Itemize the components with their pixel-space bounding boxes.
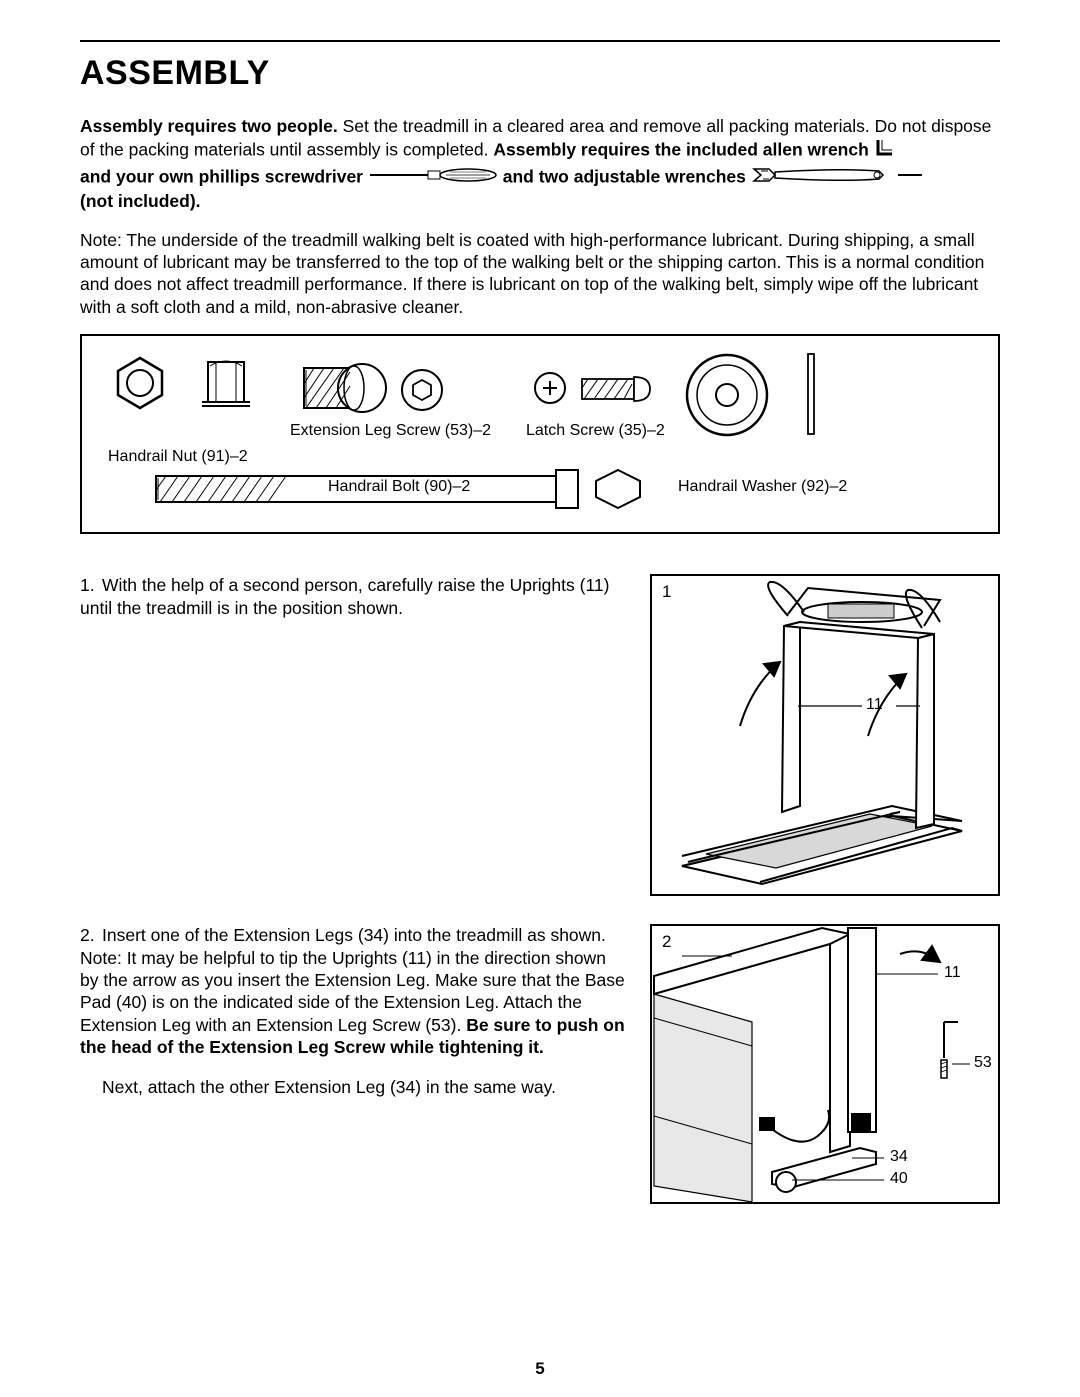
latch-screw-side-icon <box>576 374 654 404</box>
adjustable-wrench-icon-2 <box>896 166 924 189</box>
intro-bold-2: Assembly requires the included allen wre… <box>493 140 868 160</box>
intro-bold-lead: Assembly requires two people. <box>80 116 338 136</box>
step-1-number: 1. <box>80 574 102 596</box>
step-1-callout-11: 11 <box>866 696 883 714</box>
step-1-text: 1.With the help of a second person, care… <box>80 574 628 896</box>
handrail-nut-icon <box>92 344 262 444</box>
adjustable-wrench-icon <box>751 165 891 190</box>
handrail-washer-side-icon <box>802 352 822 438</box>
latch-screw-head-icon <box>532 370 568 406</box>
step-2-fig-number: 2 <box>662 932 671 952</box>
step-2-number: 2. <box>80 924 102 946</box>
step-1-row: 1.With the help of a second person, care… <box>80 574 1000 896</box>
page-number: 5 <box>0 1359 1080 1379</box>
handrail-washer-label: Handrail Washer (92)–2 <box>678 478 847 496</box>
intro-bold-3: and your own phillips screwdriver <box>80 166 363 186</box>
intro-bold-4a: and two adjustable wrenches <box>503 166 746 186</box>
extension-leg-screw-head-icon <box>398 366 446 414</box>
intro-paragraph-1: Assembly requires two people. Set the tr… <box>80 115 1000 213</box>
step-1-body: With the help of a second person, carefu… <box>80 575 609 617</box>
handrail-bolt-label: Handrail Bolt (90)–2 <box>328 478 470 496</box>
step-2-row: 2.Insert one of the Extension Legs (34) … <box>80 924 1000 1204</box>
step-2-figure: 2 <box>650 924 1000 1204</box>
step-2-body-b: Next, attach the other Extension Leg (34… <box>80 1076 628 1098</box>
allen-wrench-icon <box>874 137 898 164</box>
handrail-washer-icon <box>682 350 772 440</box>
step-2-callout-11: 11 <box>944 964 961 982</box>
step-2-callout-40: 40 <box>890 1170 908 1188</box>
latch-screw-label: Latch Screw (35)–2 <box>526 422 665 440</box>
treadmill-diagram-icon <box>652 576 998 894</box>
horizontal-rule <box>80 40 1000 42</box>
extension-leg-screw-label: Extension Leg Screw (53)–2 <box>290 422 491 440</box>
step-2-callout-53: 53 <box>974 1054 992 1072</box>
extension-leg-screw-icon <box>292 362 392 422</box>
hardware-box: Handrail Nut (91)–2 Extension Leg Screw … <box>80 334 1000 534</box>
step-2-text: 2.Insert one of the Extension Legs (34) … <box>80 924 628 1204</box>
step-2-callout-34: 34 <box>890 1148 908 1166</box>
step-1-figure: 1 <box>650 574 1000 896</box>
screwdriver-icon <box>368 166 498 188</box>
intro-bold-5: (not included). <box>80 191 201 211</box>
step-1-fig-number: 1 <box>662 582 671 602</box>
page-title: ASSEMBLY <box>80 54 1000 93</box>
intro-paragraph-2: Note: The underside of the treadmill wal… <box>80 229 1000 319</box>
